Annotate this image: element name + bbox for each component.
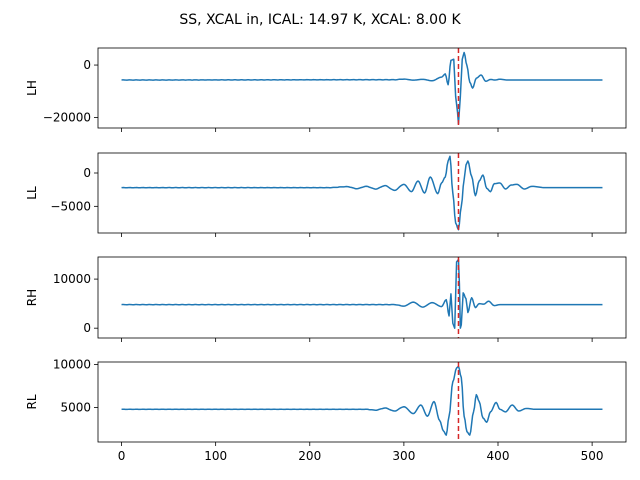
axes-frame-rh: [97, 256, 627, 339]
axes-frame-lh: [97, 47, 627, 129]
y-tick-label-ll-0: 0: [83, 166, 91, 180]
series-line-ll: [121, 155, 603, 231]
y-axis-label-rl: RL: [25, 394, 39, 409]
y-tick-label-rl-0: 10000: [53, 358, 91, 372]
x-tick-label-2: 200: [298, 449, 321, 463]
x-tick-label-1: 100: [204, 449, 227, 463]
x-tick-label-4: 400: [487, 449, 510, 463]
axes-frame-ll: [97, 152, 627, 234]
y-tick-label-lh-1: −20000: [43, 111, 91, 125]
series-line-rl: [121, 365, 603, 436]
x-tick-label-3: 300: [392, 449, 415, 463]
y-axis-label-rh: RH: [25, 289, 39, 306]
axes-frame-rl: [97, 361, 627, 443]
y-axis-label-ll: LL: [25, 186, 39, 200]
x-tick-label-0: 0: [118, 449, 126, 463]
series-line-rh: [121, 258, 603, 329]
chart-title: SS, XCAL in, ICAL: 14.97 K, XCAL: 8.00 K: [179, 12, 461, 28]
series-line-lh: [121, 51, 603, 125]
x-tick-label-5: 500: [581, 449, 604, 463]
y-tick-label-rl-1: 5000: [60, 401, 91, 415]
y-tick-label-rh-1: 0: [83, 321, 91, 335]
y-axis-label-lh: LH: [25, 80, 39, 96]
y-tick-label-ll-1: −5000: [50, 199, 91, 213]
y-tick-label-rh-0: 10000: [53, 272, 91, 286]
y-tick-label-lh-0: 0: [83, 58, 91, 72]
